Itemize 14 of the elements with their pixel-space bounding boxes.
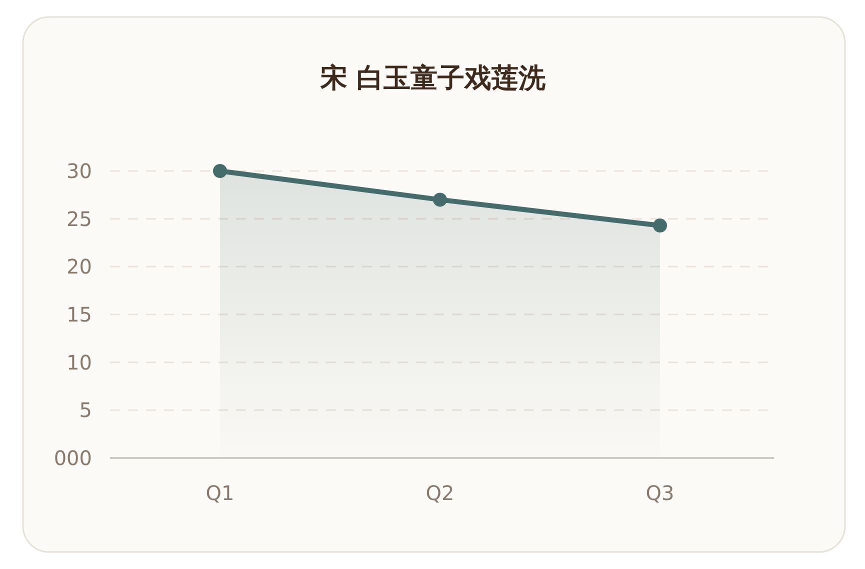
x-tick-label: Q3 [646, 481, 674, 505]
point [433, 192, 447, 207]
y-tick-label: 30 [66, 159, 92, 183]
y-tick-label: 15 [66, 302, 92, 326]
point [653, 218, 667, 233]
y-tick-label: 5 [79, 398, 92, 422]
y-tick-label: 10 [66, 350, 92, 374]
title: 宋 白玉童子戏莲洗 [320, 63, 546, 94]
x-tick-label: Q2 [426, 481, 454, 505]
y-tick-label: 25 [66, 206, 92, 231]
x-tick-label: Q1 [206, 481, 234, 505]
y-tick-label: 000 [54, 446, 92, 470]
y-tick-label: 20 [66, 254, 92, 279]
point [213, 164, 227, 178]
